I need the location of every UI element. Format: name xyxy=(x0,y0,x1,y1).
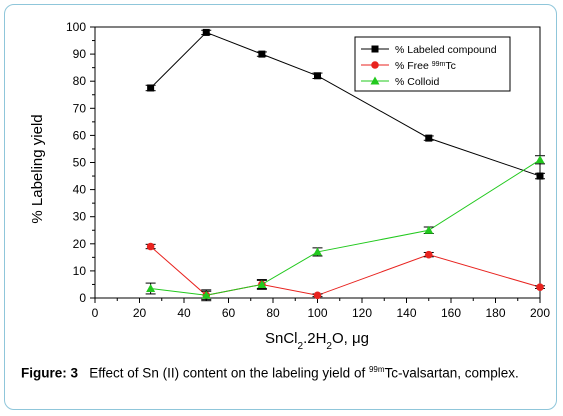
point-labeled-compound xyxy=(202,28,210,36)
legend-marker-free-99mtc xyxy=(371,61,379,69)
x-tick-label: 20 xyxy=(133,306,147,320)
series-line-labeled-compound xyxy=(150,31,541,177)
y-tick-label: 80 xyxy=(73,74,87,88)
x-tick-label: 200 xyxy=(530,306,550,320)
figure-caption: Figure: 3 Effect of Sn (II) content on t… xyxy=(21,361,551,382)
x-tick-label: 100 xyxy=(307,306,327,320)
legend-label-labeled-compound: % Labeled compound xyxy=(395,44,497,56)
x-tick-label: 140 xyxy=(396,306,416,320)
point-free-99mtc xyxy=(313,291,322,300)
chart: 0 20 40 60 80 100 120 140 160 180 200 0 10 20 30 40 50 60… xyxy=(29,20,550,352)
point-free-99mtc xyxy=(536,283,544,291)
point-colloid xyxy=(146,284,156,293)
legend-label-free-99mtc: % Free 99mTc xyxy=(395,60,456,72)
caption-text-after: Tc-valsartan, complex. xyxy=(384,365,519,381)
series-line-colloid xyxy=(150,159,541,296)
x-tick-label: 80 xyxy=(266,306,280,320)
y-tick-label: 40 xyxy=(73,183,87,197)
x-tick-label: 160 xyxy=(441,306,461,320)
point-free-99mtc xyxy=(146,242,155,251)
y-tick-label: 0 xyxy=(79,291,86,305)
point-colloid xyxy=(257,279,267,288)
point-free-99mtc xyxy=(424,250,433,259)
y-tick-label: 90 xyxy=(73,47,87,61)
x-tick-label: 40 xyxy=(177,306,191,320)
x-tick-label: 120 xyxy=(352,306,372,320)
y-axis-title: % Labeling yield xyxy=(29,114,46,223)
y-tick-label: 30 xyxy=(73,210,87,224)
point-colloid xyxy=(201,290,211,299)
x-axis-title: SnCl2.2H2O, μg xyxy=(265,330,369,352)
legend-marker-labeled-compound xyxy=(371,45,379,53)
x-tick-label: 60 xyxy=(222,306,236,320)
legend-label-colloid: % Colloid xyxy=(395,76,440,88)
point-colloid xyxy=(313,247,322,256)
point-labeled-compound xyxy=(147,84,155,92)
y-tick-label: 50 xyxy=(73,156,87,170)
point-labeled-compound xyxy=(425,134,433,142)
legend-marker-colloid xyxy=(370,76,380,85)
y-tick-label: 10 xyxy=(73,264,87,278)
point-colloid xyxy=(424,225,434,234)
caption-text-before: Effect of Sn (II) content on the labelin… xyxy=(89,365,369,381)
y-tick-label: 60 xyxy=(73,128,87,142)
caption-label: Figure: 3 xyxy=(21,365,79,381)
point-labeled-compound xyxy=(536,172,544,180)
legend: % Labeled compound % Free 99mTc % Colloid xyxy=(354,36,511,92)
caption-sup: 99m xyxy=(368,365,385,374)
point-labeled-compound xyxy=(314,72,321,80)
y-tick-label: 100 xyxy=(66,20,86,34)
y-tick-label: 70 xyxy=(73,101,87,115)
x-tick-label: 0 xyxy=(92,306,99,320)
series-line-free-99mtc xyxy=(150,246,541,296)
point-labeled-compound xyxy=(258,50,266,58)
legend-box xyxy=(354,36,511,92)
y-tick-label: 20 xyxy=(73,237,87,251)
x-tick-label: 180 xyxy=(485,306,505,320)
point-colloid xyxy=(535,155,545,164)
